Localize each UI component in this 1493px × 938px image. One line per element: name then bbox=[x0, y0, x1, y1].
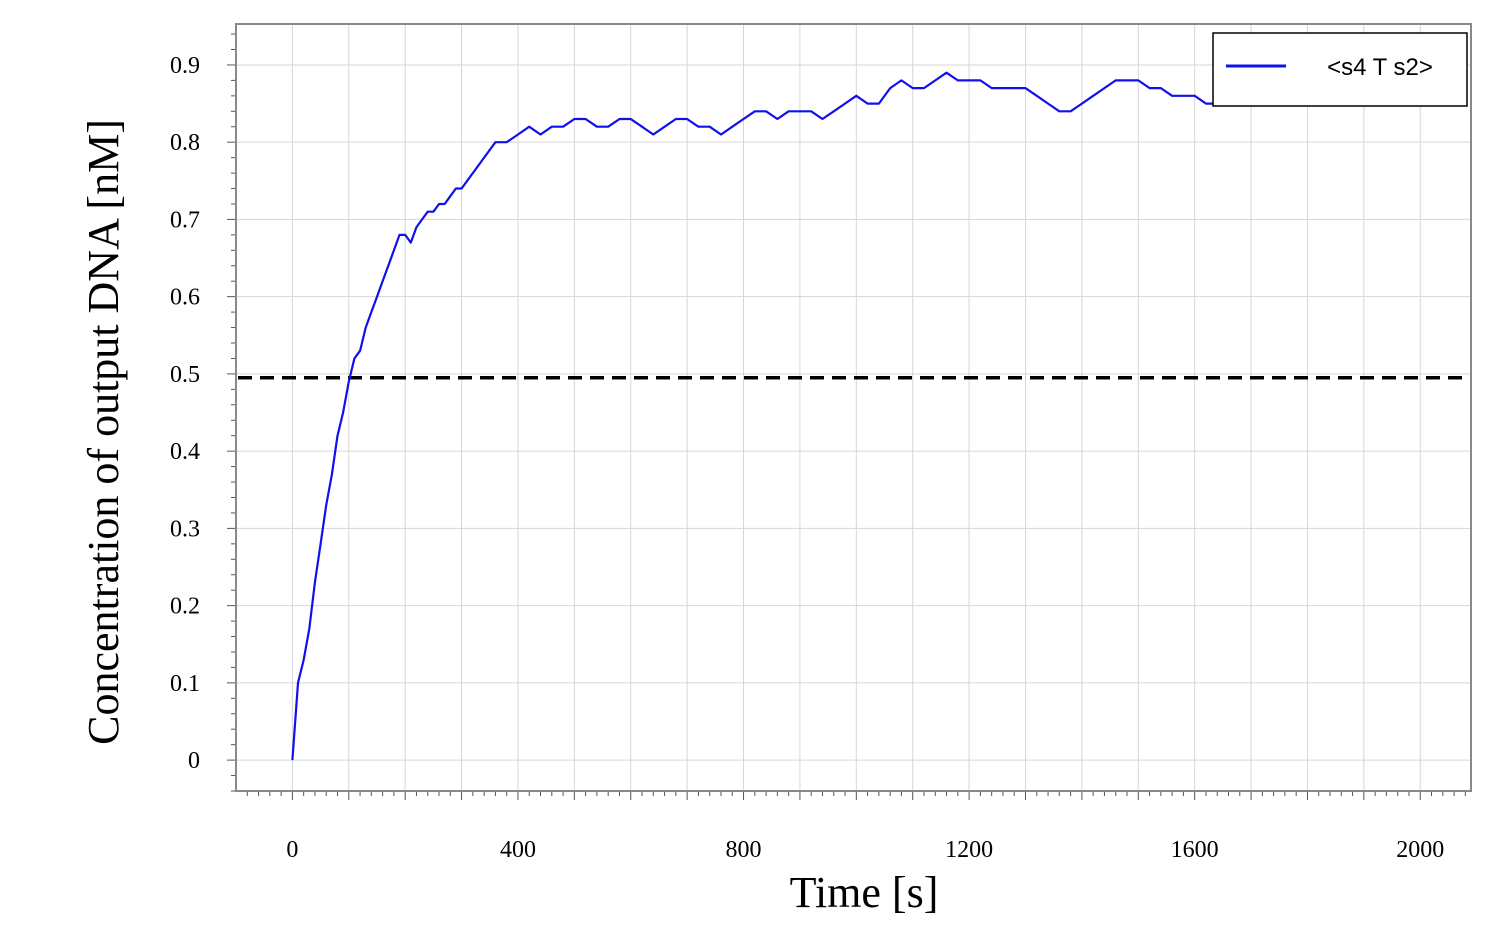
y-tick-label: 0.6 bbox=[170, 285, 200, 311]
x-tick-label: 800 bbox=[726, 837, 762, 863]
y-axis-title: Concentration of output DNA [nM] bbox=[79, 119, 128, 745]
legend-box bbox=[1212, 32, 1468, 107]
grid-lines bbox=[236, 24, 1471, 791]
y-tick-label: 0.7 bbox=[170, 207, 200, 233]
plot-frame bbox=[235, 23, 1472, 792]
x-tick-label: 400 bbox=[500, 837, 536, 863]
y-tick-labels: 0 0.1 0.2 0.3 0.4 0.5 0.6 0.7 0.8 0.9 bbox=[170, 53, 200, 774]
y-tick-label: 0.4 bbox=[170, 439, 200, 465]
x-axis-title: Time [s] bbox=[790, 868, 939, 917]
y-tick-label: 0.8 bbox=[170, 130, 200, 156]
y-tick-label: 0.9 bbox=[170, 53, 200, 79]
x-tick-label: 1200 bbox=[945, 837, 993, 863]
y-tick-label: 0.3 bbox=[170, 516, 200, 542]
y-tick-label: 0 bbox=[188, 748, 200, 774]
legend-label: <s4 T s2> bbox=[1327, 54, 1433, 81]
y-tick-label: 0.1 bbox=[170, 671, 200, 697]
series-line bbox=[291, 71, 1229, 761]
y-tick-label: 0.5 bbox=[170, 362, 200, 388]
x-tick-label: 1600 bbox=[1171, 837, 1219, 863]
legend: <s4 T s2> bbox=[1212, 32, 1468, 107]
x-tick-label: 2000 bbox=[1396, 837, 1444, 863]
y-tick-label: 0.2 bbox=[170, 594, 200, 620]
x-tick-labels: 0 400 800 1200 1600 2000 bbox=[286, 837, 1444, 863]
x-tick-label: 0 bbox=[286, 837, 298, 863]
